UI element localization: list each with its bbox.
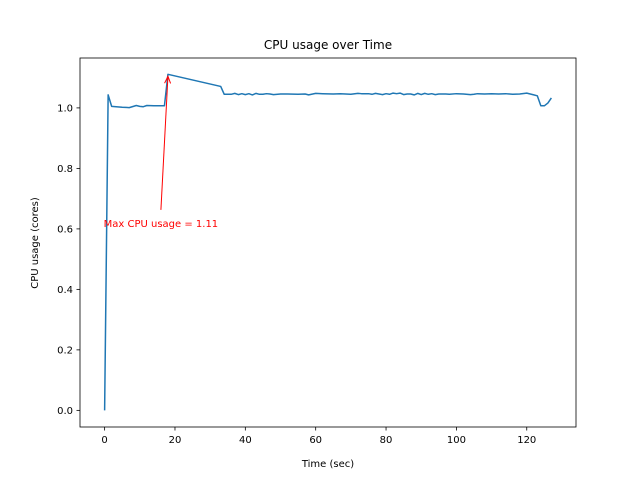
chart-title: CPU usage over Time [264,38,392,52]
y-tick-label: 0.4 [57,285,73,296]
x-tick-label: 20 [169,435,182,446]
y-tick-label: 0.0 [57,406,73,417]
y-tick-label: 0.2 [57,345,73,356]
x-tick-label: 0 [101,435,107,446]
annotation-arrow [160,76,169,210]
x-axis-label: Time (sec) [301,459,354,470]
x-tick-label: 80 [380,435,393,446]
x-tick-label: 120 [517,435,536,446]
series-line-0 [103,73,552,411]
axis-ticks: 0 20 40 60 80 100 120 0.0 0.2 0.4 0.6 0.8 1.0 [57,103,536,446]
x-tick-label: 100 [447,435,466,446]
plot-area: Max CPU usage = 1.11 [79,57,577,428]
y-tick-label: 1.0 [57,103,73,114]
y-axis-label: CPU usage (cores) [30,197,41,289]
annotation-arrowhead [164,75,172,84]
x-tick-label: 60 [309,435,322,446]
annotation-label: Max CPU usage = 1.11 [104,219,219,230]
x-tick-label: 40 [239,435,252,446]
axes-frame [79,57,577,428]
y-tick-label: 0.6 [57,224,73,235]
y-tick-label: 0.8 [57,164,73,175]
